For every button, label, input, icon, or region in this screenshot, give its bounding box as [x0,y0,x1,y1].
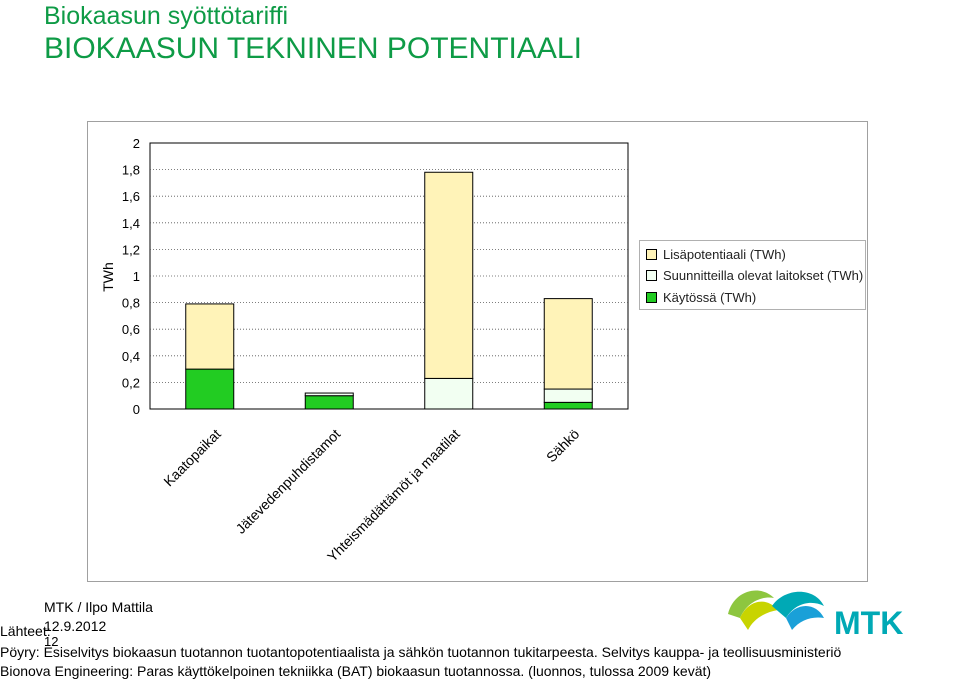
legend-label: Käytössä (TWh) [663,289,757,305]
bar-segment [543,298,593,390]
chart-area [87,121,868,582]
legend-item-kaytossa: Käytössä (TWh) [646,289,756,305]
bar-segment [543,388,593,403]
legend-item-suunnitteilla: Suunnitteilla olevat laitokset (TWh) [646,267,863,283]
bar-segment [543,401,593,410]
svg-text:MTK: MTK [834,605,903,640]
y-tick-label: 0,8 [122,296,140,311]
x-tick-label: Sähkö [543,426,583,466]
slide-title: Biokaasun syöttötariffi [44,2,289,30]
y-tick-label: 1,8 [122,163,140,178]
y-tick-label: 0,6 [122,322,140,337]
source-line-2: Bionova Engineering: Paras käyttökelpoin… [0,663,712,679]
date-text: 12.9.2012 [44,618,107,634]
author-text: MTK / Ilpo Mattila [44,599,153,615]
legend-swatch [646,291,657,303]
bar-segment [304,392,354,397]
bar-segment [424,377,474,410]
legend-label: Suunnitteilla olevat laitokset (TWh) [663,267,864,283]
legend-swatch [646,269,657,281]
y-tick-label: 0 [133,402,140,417]
x-tick-label: Kaatopaikat [160,426,224,490]
slide-number: 12 [44,634,59,649]
y-axis-label: TWh [100,262,116,292]
y-tick-label: 2 [133,136,140,151]
mtk-logo: MTK [728,590,903,640]
x-tick-label: Yhteismädättämöt ja maatilat [324,426,463,565]
y-tick-label: 1 [133,269,140,284]
bar-segment [424,171,474,379]
y-tick-label: 1,4 [122,216,140,231]
y-tick-label: 1,2 [122,242,140,257]
chart-legend: Lisäpotentiaali (TWh) Suunnitteilla olev… [639,240,866,310]
legend-label: Lisäpotentiaali (TWh) [663,246,786,262]
sources-label: Lähteet: [0,623,51,639]
source-line-1: Pöyry: Esiselvitys biokaasun tuotannon t… [0,644,842,660]
legend-swatch [646,248,657,260]
y-tick-label: 1,6 [122,189,140,204]
y-tick-label: 0,2 [122,375,140,390]
bar-segment [185,368,235,410]
x-tick-label: Jätevedenpuhdistamot [232,426,343,537]
slide-subtitle: BIOKAASUN TEKNINEN POTENTIAALI [44,32,582,65]
legend-item-lisapotentiaali: Lisäpotentiaali (TWh) [646,246,786,262]
bar-segment [185,303,235,370]
bar-segment [304,395,354,410]
y-tick-label: 0,4 [122,349,140,364]
